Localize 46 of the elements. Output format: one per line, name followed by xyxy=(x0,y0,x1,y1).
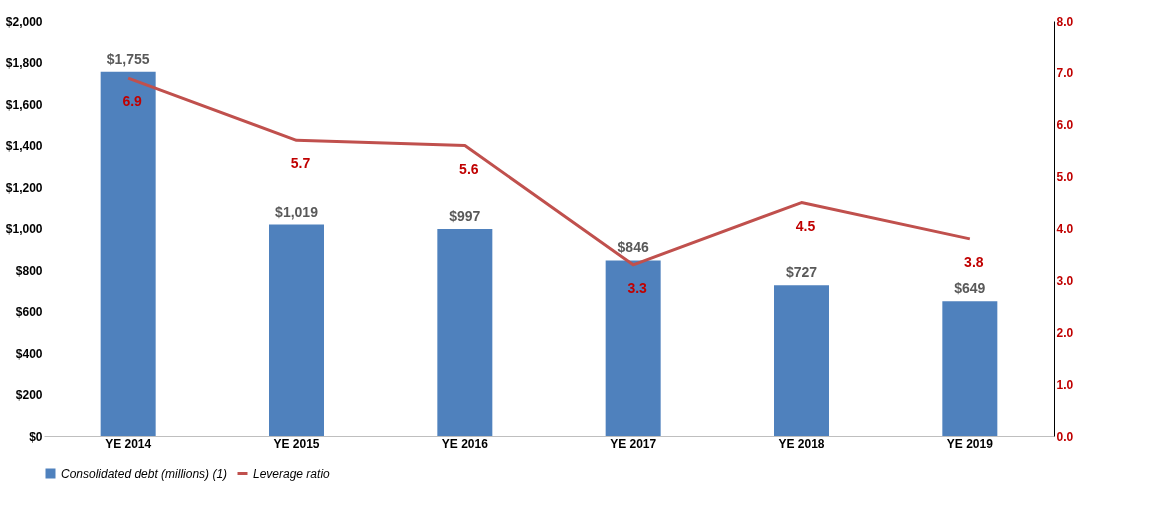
y2-tick-label: 5.0 xyxy=(1056,170,1074,185)
data-label: $1,755 xyxy=(106,50,150,67)
y2-tick-label: 2.0 xyxy=(1056,325,1074,340)
bar xyxy=(100,71,156,436)
bar xyxy=(942,301,998,436)
y-tick-label: $1,800 xyxy=(5,56,43,70)
data-label: 6.9 xyxy=(122,93,143,110)
x-tick-label: YE 2014 xyxy=(105,436,152,451)
bar xyxy=(269,224,324,436)
data-label: $1,019 xyxy=(275,203,319,220)
y2-tick-label: 8.0 xyxy=(1056,14,1074,29)
data-label: 3.3 xyxy=(627,279,648,296)
y-tick-label: $1,000 xyxy=(5,222,43,236)
data-label: $997 xyxy=(449,208,481,225)
y-tick-label: $0 xyxy=(29,429,43,444)
y2-tick-label: 1.0 xyxy=(1056,377,1074,392)
y2-tick-label: 3.0 xyxy=(1056,273,1074,288)
y-tick-label: $1,600 xyxy=(5,97,43,112)
y2-tick-label: 0.0 xyxy=(1056,429,1074,444)
legend-label: Leverage ratio xyxy=(253,466,331,481)
x-tick-label: YE 2019 xyxy=(946,436,994,451)
data-label: 4.5 xyxy=(795,217,816,234)
y-tick-label: $600 xyxy=(15,305,43,319)
data-label: 5.7 xyxy=(290,155,311,172)
legend-label: Consolidated debt (millions) (1) xyxy=(61,466,228,481)
x-tick-label: YE 2015 xyxy=(273,436,320,451)
y-tick-label: $2,000 xyxy=(5,14,43,29)
x-tick-label: YE 2017 xyxy=(610,436,657,451)
x-tick-label: YE 2018 xyxy=(778,436,825,451)
x-tick-label: YE 2016 xyxy=(441,436,489,451)
y-tick-label: $200 xyxy=(15,388,43,402)
data-label: $846 xyxy=(617,239,649,256)
y2-tick-label: 7.0 xyxy=(1056,66,1074,81)
bar xyxy=(774,285,829,436)
data-label: 5.6 xyxy=(459,160,479,177)
bar xyxy=(605,260,661,436)
data-label: $649 xyxy=(954,280,986,297)
y2-tick-label: 4.0 xyxy=(1056,222,1074,236)
data-label: 3.8 xyxy=(964,253,984,270)
y-tick-label: $1,200 xyxy=(5,180,43,195)
y-tick-label: $800 xyxy=(15,263,43,278)
y-tick-label: $1,400 xyxy=(5,139,43,153)
data-label: $727 xyxy=(785,264,818,281)
y-tick-label: $400 xyxy=(15,346,43,361)
y2-tick-label: 6.0 xyxy=(1056,118,1074,133)
bar xyxy=(437,229,493,436)
